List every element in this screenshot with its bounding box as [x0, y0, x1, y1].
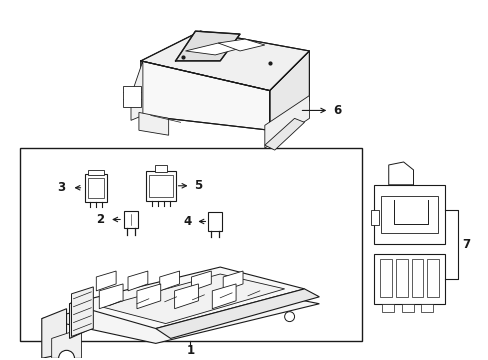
Polygon shape	[131, 61, 142, 120]
Polygon shape	[101, 274, 284, 324]
Polygon shape	[41, 309, 66, 358]
Bar	[123, 86, 141, 108]
Polygon shape	[41, 284, 319, 343]
Bar	[379, 259, 391, 297]
Polygon shape	[96, 271, 116, 291]
Polygon shape	[264, 95, 309, 148]
Polygon shape	[174, 284, 198, 309]
Bar	[373, 185, 445, 244]
Bar	[421, 304, 432, 312]
Bar	[155, 165, 166, 172]
Polygon shape	[218, 39, 264, 51]
Bar	[380, 196, 437, 233]
Bar	[145, 171, 175, 201]
Bar	[370, 210, 378, 225]
Polygon shape	[156, 289, 319, 338]
Bar	[411, 259, 423, 297]
Bar	[20, 148, 361, 341]
Polygon shape	[264, 118, 304, 150]
Polygon shape	[212, 284, 236, 309]
Bar	[208, 212, 222, 231]
Polygon shape	[141, 31, 309, 91]
Polygon shape	[128, 271, 147, 291]
Text: 2: 2	[96, 213, 104, 226]
Polygon shape	[139, 112, 168, 135]
Text: 6: 6	[332, 104, 341, 117]
Text: 1: 1	[186, 344, 194, 357]
Bar	[124, 211, 138, 228]
Bar	[401, 304, 413, 312]
Polygon shape	[69, 267, 304, 329]
Polygon shape	[141, 61, 269, 130]
Bar	[85, 174, 107, 202]
Polygon shape	[269, 51, 309, 130]
Bar	[395, 259, 407, 297]
Polygon shape	[388, 162, 413, 185]
Text: 4: 4	[183, 215, 191, 228]
Bar	[373, 254, 445, 304]
Polygon shape	[137, 284, 161, 309]
Bar	[88, 170, 104, 175]
Polygon shape	[52, 329, 81, 358]
Polygon shape	[71, 287, 93, 337]
Bar	[381, 304, 393, 312]
Circle shape	[284, 312, 294, 321]
Text: 5: 5	[194, 179, 202, 192]
Polygon shape	[185, 43, 244, 55]
Polygon shape	[160, 271, 179, 291]
Text: 3: 3	[57, 181, 65, 194]
Bar	[88, 178, 104, 198]
Polygon shape	[99, 284, 123, 309]
Bar	[148, 175, 172, 197]
Polygon shape	[191, 271, 211, 291]
Bar	[427, 259, 438, 297]
Polygon shape	[69, 294, 91, 338]
Polygon shape	[223, 271, 243, 291]
Text: 7: 7	[461, 238, 469, 251]
Circle shape	[59, 350, 74, 360]
Polygon shape	[175, 31, 240, 61]
